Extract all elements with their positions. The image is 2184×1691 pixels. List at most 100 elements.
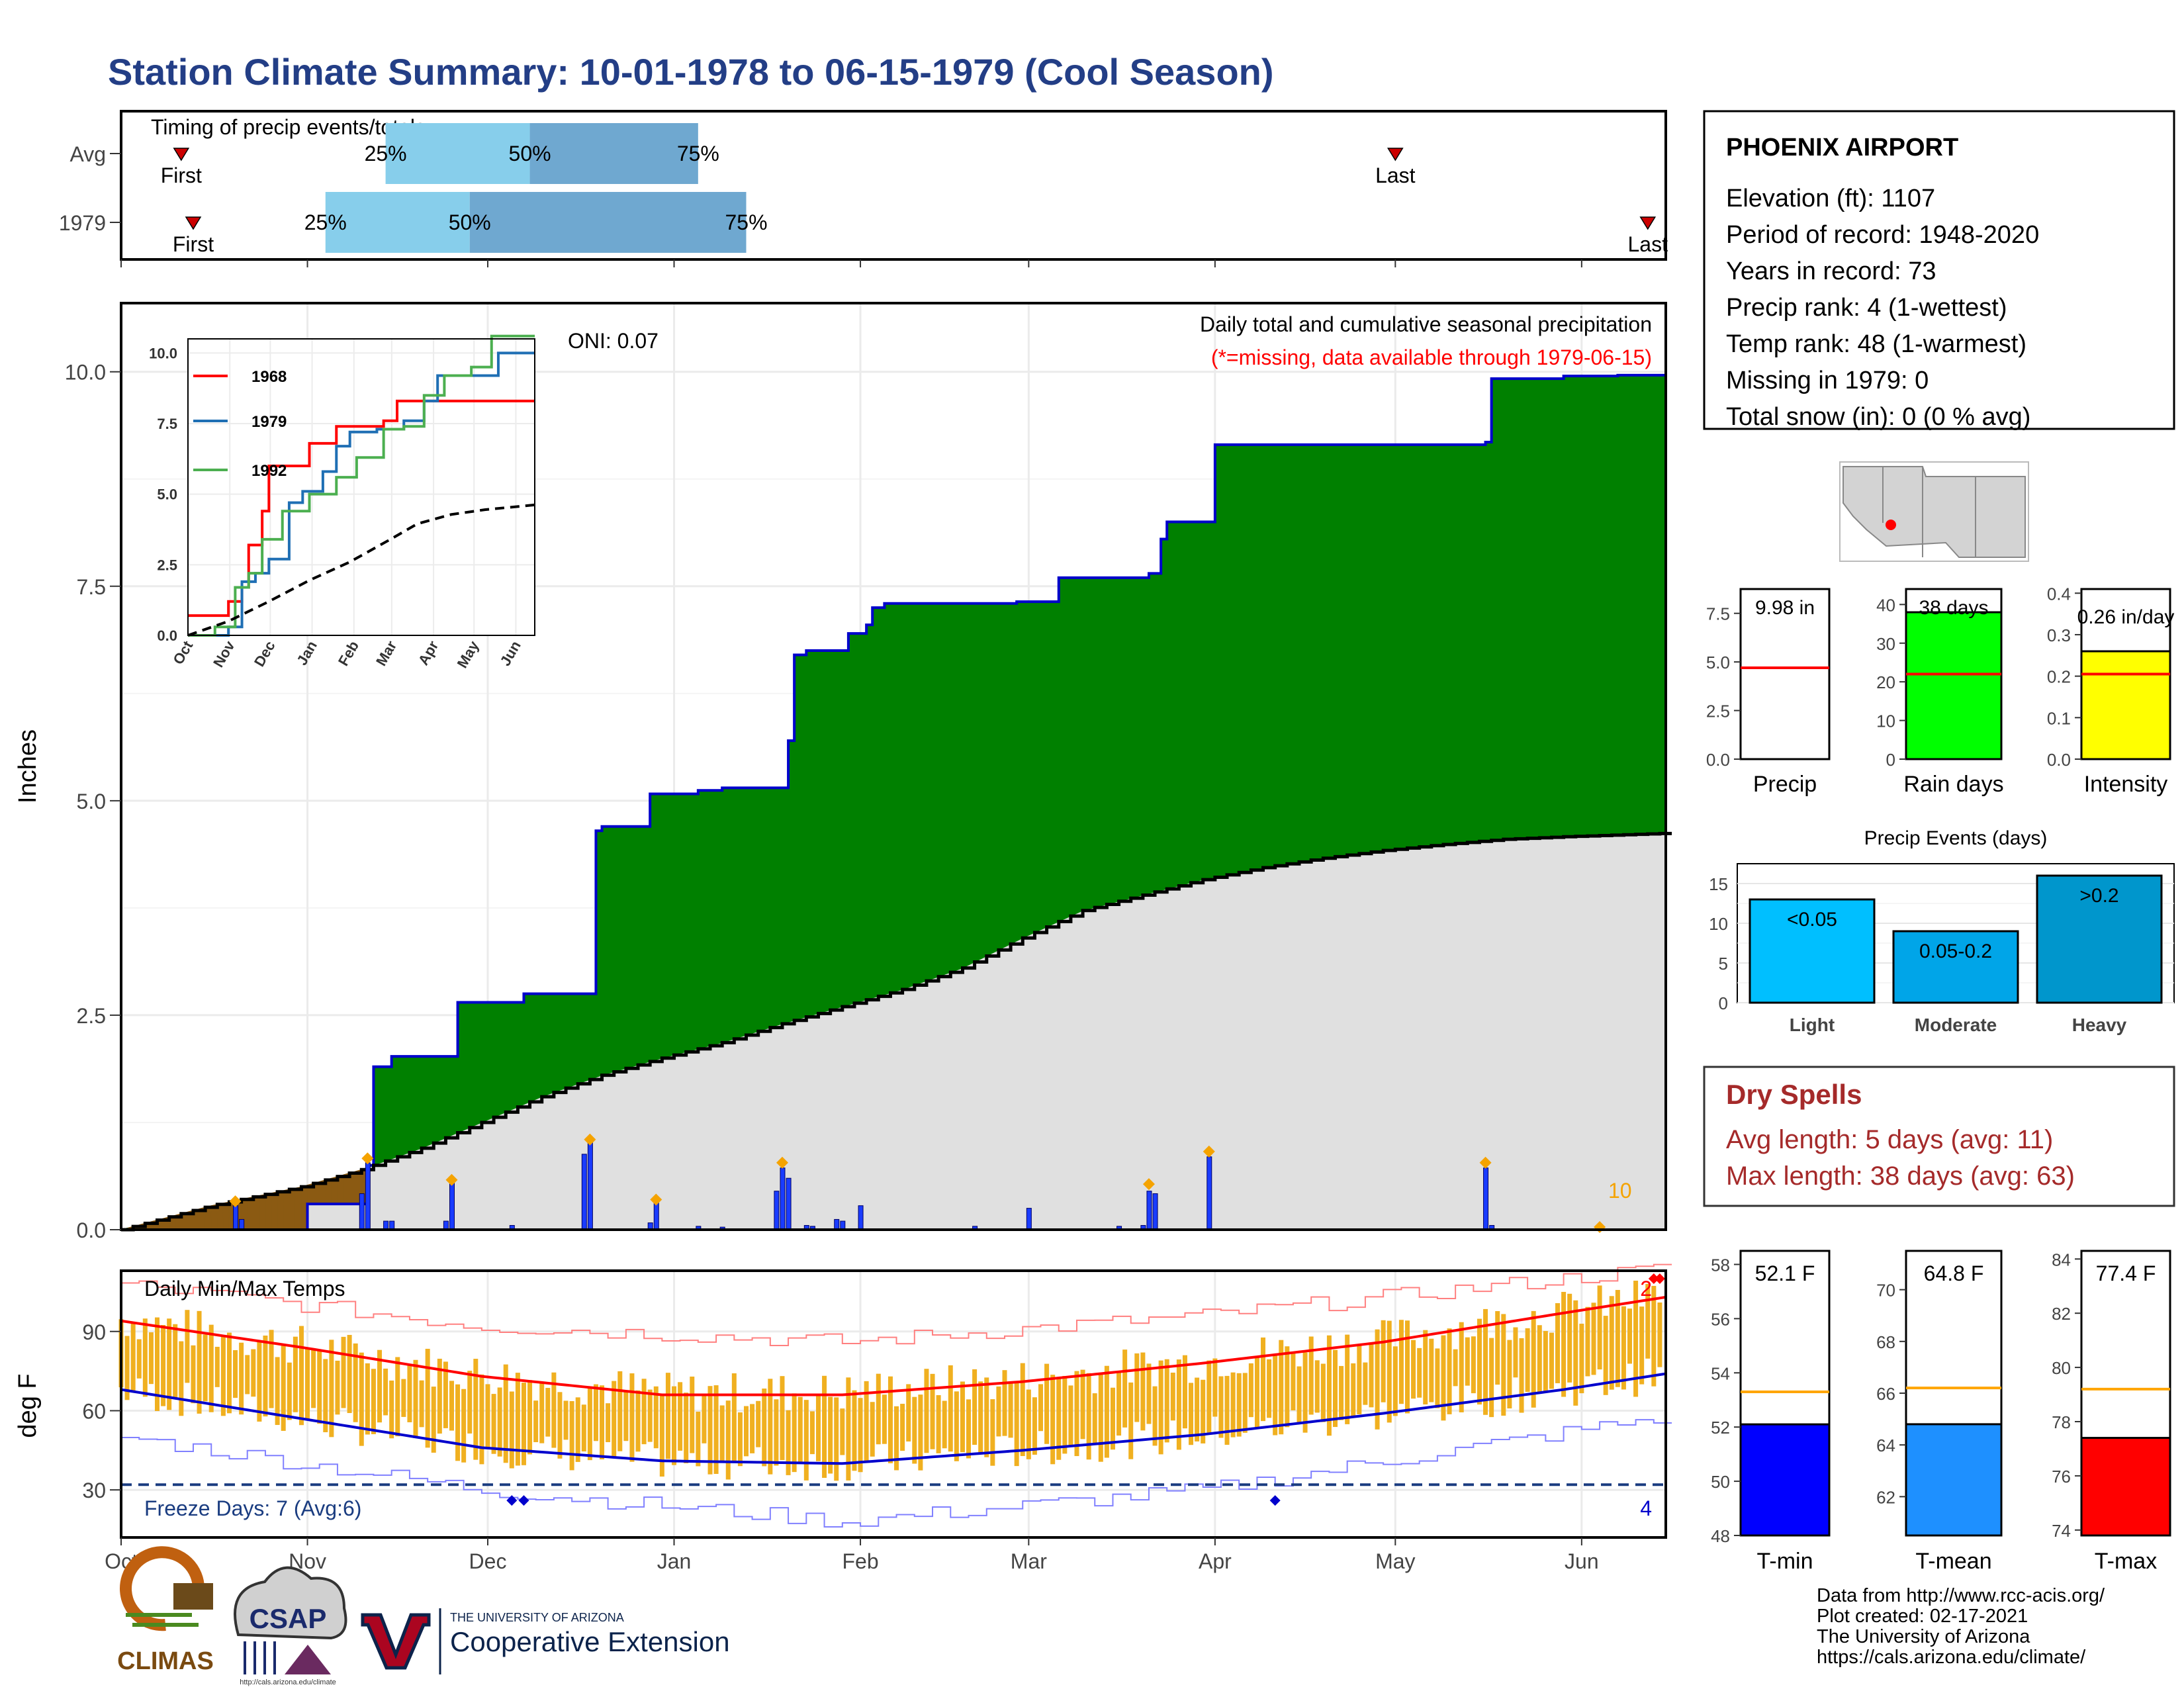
precip-event-marker [229, 1195, 242, 1208]
daily-temp-bar [1423, 1330, 1428, 1405]
daily-temp-bar [1236, 1373, 1242, 1437]
daily-temp-bar [353, 1343, 358, 1422]
daily-temp-bar [1254, 1356, 1259, 1428]
daily-temp-bar [1122, 1349, 1128, 1428]
daily-temp-bar [1471, 1336, 1476, 1394]
event-category-label: Light [1790, 1015, 1835, 1035]
daily-temp-bar [1195, 1377, 1200, 1441]
daily-temp-bar [173, 1324, 178, 1399]
daily-temp-bar [1308, 1336, 1314, 1415]
daily-temp-bar [1603, 1316, 1608, 1395]
daily-temp-bar [1627, 1308, 1633, 1364]
daily-temp-bar [966, 1399, 972, 1459]
daily-precip-bar [858, 1205, 864, 1230]
ua-extension: Cooperative Extension [450, 1626, 730, 1657]
hot-day-marker [1648, 1273, 1659, 1284]
timing-label-last: Last [1375, 163, 1416, 187]
daily-temp-bar [1206, 1360, 1212, 1433]
mini-temp-y-tick: 68 [1876, 1332, 1895, 1352]
mini-frame [1739, 588, 1831, 760]
daily-temp-bar [545, 1388, 551, 1437]
station-line: Precip rank: 4 (1-wettest) [1726, 294, 2007, 322]
mini-y-tick: 30 [1876, 634, 1895, 654]
daily-temp-bar [990, 1399, 995, 1466]
mini-temp-value: 77.4 F [2096, 1261, 2156, 1285]
daily-temp-bar [214, 1346, 220, 1387]
event-category-label: Heavy [2072, 1015, 2127, 1035]
daily-temp-bar [203, 1334, 208, 1402]
daily-temp-bar [383, 1368, 388, 1416]
inset-legend-label: 1979 [251, 413, 287, 431]
mini-temp-y-tick: 80 [2052, 1358, 2071, 1378]
daily-temp-bar [1579, 1324, 1584, 1394]
daily-temp-bar [1032, 1397, 1037, 1455]
daily-temp-bar [148, 1332, 154, 1385]
daily-temp-bar [1248, 1363, 1253, 1418]
station-info: PHOENIX AIRPORT Elevation (ft): 1107 Perio… [1703, 110, 2175, 431]
dry-spells-frame [1703, 1066, 2175, 1207]
daily-temp-bar [130, 1322, 136, 1392]
inset-y-tick: 10.0 [149, 345, 177, 361]
daily-temp-bar [846, 1377, 851, 1481]
timing-row-label: 1979 [59, 211, 106, 235]
daily-temp-bar [467, 1371, 473, 1434]
daily-temp-bar [1404, 1320, 1410, 1414]
timing-bar-q2 [529, 123, 698, 184]
daily-precip-bar [780, 1167, 786, 1230]
mini-temp-y-tick: 54 [1711, 1363, 1730, 1383]
events-y-tick: 5 [1719, 954, 1728, 974]
temp-y-tick: 90 [82, 1320, 106, 1344]
daily-temp-bar [167, 1318, 172, 1410]
daily-temp-bar [1279, 1340, 1284, 1435]
daily-temp-bar [365, 1363, 370, 1435]
month-label: Dec [469, 1549, 507, 1573]
page-title: Station Climate Summary: 10-01-1978 to 0… [108, 51, 1274, 93]
csap-mountain-icon [285, 1645, 331, 1674]
freeze-day-marker [518, 1495, 529, 1506]
daily-temp-bar [1026, 1389, 1031, 1459]
daily-temp-bar [419, 1380, 424, 1428]
events-y-tick: 15 [1709, 874, 1728, 894]
mini-chart-t-mean: 64.8 F 62 64 66 68 70 T-mean [1876, 1250, 2003, 1574]
daily-temp-bar [1092, 1393, 1097, 1445]
mini-y-tick: 10 [1876, 711, 1895, 731]
dry-spells-box: Dry Spells Avg length: 5 days (avg: 11) Ma… [1703, 1066, 2175, 1207]
timing-panel: Timing of precip events/totals 25% 50% 75% F… [59, 110, 1668, 267]
daily-temp-bar [245, 1355, 250, 1394]
daily-temp-bar [803, 1400, 809, 1481]
daily-temp-bar [731, 1373, 737, 1462]
daily-temp-bar [581, 1404, 586, 1452]
daily-temp-bar [876, 1373, 881, 1445]
daily-temp-bar [858, 1398, 863, 1473]
precip-y-tick: 2.5 [77, 1004, 106, 1028]
daily-temp-bar [1014, 1382, 1019, 1467]
events-title: Precip Events (days) [1864, 827, 2048, 849]
daily-temp-bar [1615, 1290, 1620, 1387]
daily-temp-bar [389, 1380, 394, 1439]
daily-temp-bar [1189, 1383, 1194, 1445]
freeze-count: 4 [1640, 1496, 1652, 1520]
timing-marker-last [1387, 148, 1404, 161]
mini-temp-y-tick: 56 [1711, 1309, 1730, 1329]
daily-temp-bar [653, 1386, 659, 1449]
precip-header: Daily total and cumulative seasonal prec… [1200, 312, 1652, 336]
inset-series-1979 [188, 351, 535, 637]
mini-temp-y-tick: 48 [1711, 1526, 1730, 1546]
daily-precip-bar [365, 1162, 371, 1230]
daily-temp-bar [702, 1394, 707, 1443]
daily-precip-bar [587, 1142, 593, 1230]
daily-temp-bar [298, 1326, 304, 1426]
mini-temp-y-tick: 84 [2052, 1250, 2071, 1269]
daily-precip-bar [233, 1205, 239, 1230]
daily-temp-bar [257, 1340, 262, 1422]
daily-temp-bar [521, 1383, 526, 1465]
daily-temp-bar [569, 1401, 574, 1471]
cumulative-line [121, 373, 1667, 1231]
mini-y-tick: 40 [1876, 595, 1895, 615]
average-area [121, 833, 1666, 1230]
daily-temp-bar [882, 1394, 887, 1444]
event-bar-label: 0.05-0.2 [1919, 940, 1992, 962]
daily-precip-bar [239, 1218, 245, 1230]
timing-label-first: First [173, 232, 214, 256]
